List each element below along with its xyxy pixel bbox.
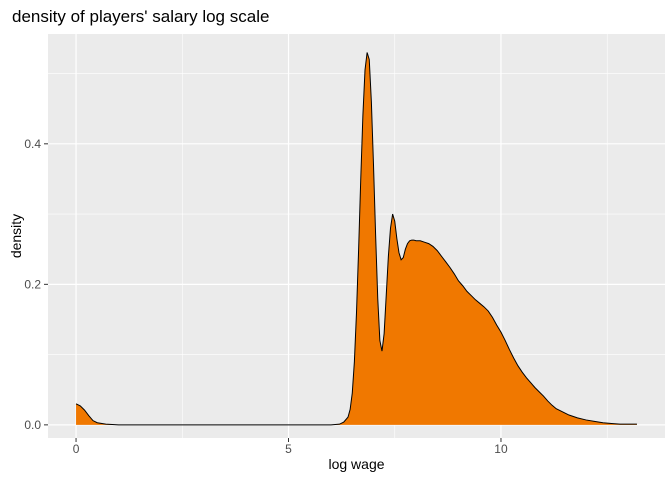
y-axis-ticks: 0.0 0.2 0.4 [24,137,48,432]
chart-title: density of players' salary log scale [12,7,269,26]
y-tick-label: 0.2 [24,277,41,291]
density-line [75,52,637,426]
y-axis-label: density [8,214,24,258]
x-axis-label: log wage [328,456,384,472]
density-area [76,52,637,425]
x-tick-label: 0 [73,442,80,456]
major-gridlines [48,34,665,438]
x-tick-label: 10 [494,442,508,456]
y-tick-label: 0.4 [24,137,41,151]
x-tick-label: 5 [285,442,292,456]
x-axis-ticks: 0 5 10 [73,438,508,456]
y-tick-label: 0.0 [24,418,41,432]
